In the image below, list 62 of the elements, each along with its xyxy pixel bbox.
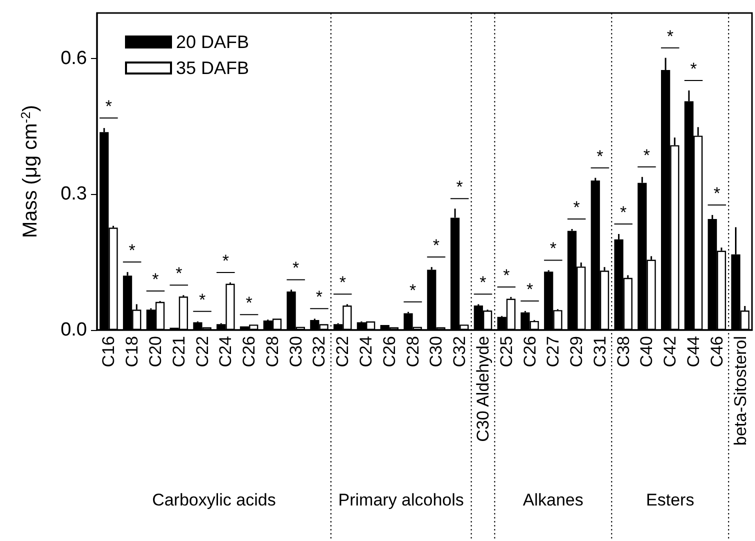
legend-label: 20 DAFB <box>176 32 250 52</box>
x-tick-label: C28 <box>403 336 422 368</box>
text: * <box>316 288 323 307</box>
text: * <box>339 273 346 292</box>
text: Carboxylic acids <box>152 490 276 510</box>
x-tick-label: C26 <box>380 336 399 368</box>
y-axis-title: Mass (μg cm-2) <box>18 104 42 238</box>
text: * <box>246 294 252 313</box>
x-tick-label: C30 <box>286 336 306 368</box>
x-tick-label: C28 <box>262 336 282 368</box>
x-tick-label: C25 <box>496 336 516 368</box>
x-tick-label: C26 <box>240 336 259 368</box>
legend-label: 35 DAFB <box>176 58 250 78</box>
text: * <box>690 59 697 78</box>
x-tick-label: C44 <box>684 336 704 368</box>
x-tick-label: C40 <box>637 336 656 368</box>
text: * <box>176 264 182 284</box>
x-tick-label: C42 <box>660 336 680 368</box>
x-tick-label: C18 <box>122 336 142 368</box>
text: * <box>128 241 136 260</box>
x-tick-label: C32 <box>310 336 329 368</box>
text: * <box>480 273 486 292</box>
x-tick-label: C32 <box>450 336 470 368</box>
text: * <box>596 146 604 166</box>
text: * <box>526 280 534 299</box>
x-tick-label: C30 Aldehyde <box>473 336 492 442</box>
text: Primary alcohols <box>338 490 464 510</box>
x-tick-label: C29 <box>567 336 586 368</box>
x-tick-label: C24 <box>216 336 236 368</box>
text: Esters <box>646 490 694 510</box>
text: * <box>292 258 300 278</box>
x-tick-label: C38 <box>614 336 633 368</box>
x-tick-label: C31 <box>590 336 610 368</box>
x-tick-label: C26 <box>520 336 540 368</box>
text: * <box>456 178 463 197</box>
text: * <box>620 202 627 222</box>
text: Alkanes <box>522 490 584 510</box>
x-tick-label: C16 <box>99 336 118 368</box>
x-tick-label: C24 <box>356 336 376 368</box>
text: * <box>714 184 720 203</box>
text: * <box>503 266 510 285</box>
text: * <box>198 290 206 310</box>
text: * <box>409 280 416 300</box>
x-tick-label: C30 <box>426 336 446 368</box>
text: * <box>666 26 674 46</box>
x-tick-label: C46 <box>707 336 726 368</box>
text: * <box>152 270 159 290</box>
y-tick-label: 0.0 <box>60 320 87 340</box>
x-tick-label: C21 <box>169 336 188 368</box>
y-tick-label: 0.6 <box>60 48 87 69</box>
text: * <box>573 198 580 218</box>
text: * <box>222 251 229 270</box>
x-tick-label: C20 <box>146 336 165 368</box>
y-tick-label: 0.3 <box>60 184 87 205</box>
text: * <box>550 239 556 258</box>
x-tick-label: beta-Sitosterol <box>730 336 750 446</box>
text: * <box>105 97 112 116</box>
text: * <box>643 146 650 165</box>
x-tick-label: C22 <box>333 336 352 368</box>
x-tick-label: C27 <box>544 336 563 368</box>
text: * <box>432 236 440 256</box>
x-tick-label: C22 <box>192 336 212 368</box>
